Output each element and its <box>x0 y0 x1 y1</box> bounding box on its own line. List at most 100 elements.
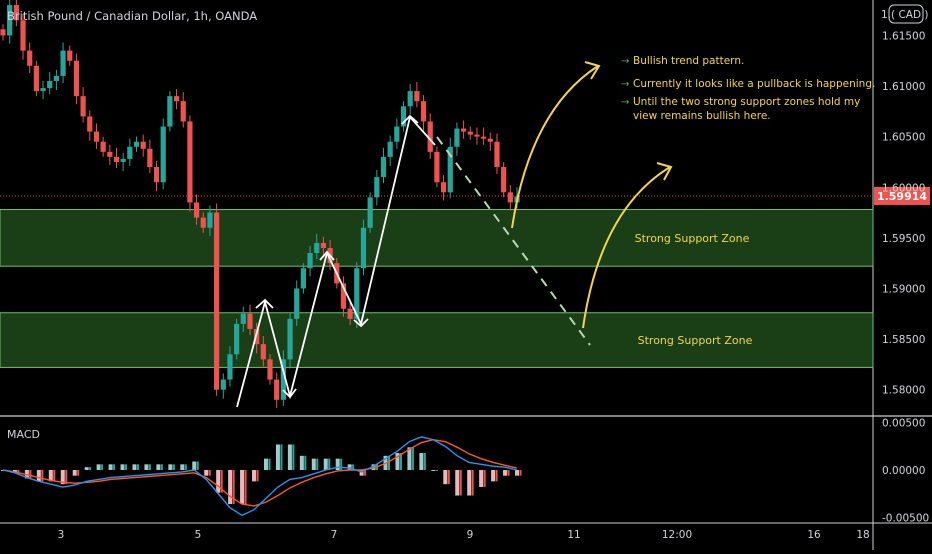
candle-body <box>467 131 473 135</box>
macd-histogram-bar <box>495 470 498 482</box>
candle-body <box>387 141 393 157</box>
arrowhead-icon <box>255 298 274 309</box>
candle-body <box>40 88 46 92</box>
candle-body <box>47 80 53 89</box>
candle-body <box>87 116 93 132</box>
candle-body <box>220 379 226 390</box>
macd-histogram-bar <box>196 461 199 470</box>
macd-histogram-bar <box>252 470 257 482</box>
note-text: Currently it looks like a pullback is ha… <box>633 78 875 90</box>
arrowhead-icon <box>319 250 335 261</box>
candle-body <box>274 379 280 400</box>
macd-histogram-bar <box>244 470 247 505</box>
current-price-badge <box>874 186 930 205</box>
macd-histogram-bar <box>435 470 438 471</box>
macd-histogram-bar <box>431 470 436 471</box>
trend-drawings <box>236 61 673 408</box>
candle-body <box>307 253 313 269</box>
candle-body <box>127 146 133 159</box>
macd-histogram-bar <box>311 458 316 470</box>
candle-body <box>207 212 213 228</box>
candle-body <box>460 128 467 132</box>
candle-body <box>227 354 233 380</box>
note-bullet-icon: → <box>621 56 629 67</box>
macd-histogram-bar <box>503 470 508 476</box>
candle-body <box>354 268 360 319</box>
macd-histogram-bar <box>479 470 484 488</box>
price-tick-label: 1.61500 <box>882 30 925 42</box>
arrowhead-icon <box>282 388 297 399</box>
candle-body <box>260 344 266 360</box>
candle-body <box>214 212 220 390</box>
macd-histogram-bar <box>220 470 223 493</box>
candle-body <box>53 75 60 81</box>
candle-body <box>420 101 427 122</box>
candle-body <box>153 167 160 183</box>
macd-histogram-bar <box>132 464 137 470</box>
macd-histogram-bar <box>459 470 462 496</box>
candle-body <box>314 242 320 254</box>
macd-histogram-bar <box>53 470 56 482</box>
macd-histogram-bar <box>228 470 233 505</box>
bullish-arrow-lower <box>582 166 671 329</box>
macd-histogram-bar <box>108 464 113 470</box>
macd-histogram-bar <box>168 464 173 470</box>
macd-histogram-bar <box>316 458 319 470</box>
date-tick-label: 11 <box>567 529 580 541</box>
candle-body <box>0 29 6 36</box>
macd-tick-label: -0.00500 <box>882 512 929 524</box>
macd-histogram-bar <box>455 470 460 496</box>
candle-body <box>180 101 186 122</box>
candle-body <box>120 158 126 162</box>
macd-panel: MACD 0.00500 0.00000 -0.00500 <box>1 418 929 524</box>
date-tick-label: 5 <box>195 529 202 541</box>
macd-histogram-bar <box>263 458 268 470</box>
candle-body <box>13 5 19 21</box>
macd-histogram-bar <box>268 458 271 470</box>
macd-histogram-bar <box>232 470 235 505</box>
macd-histogram-bar <box>359 470 364 476</box>
macd-histogram-bar <box>172 464 175 470</box>
macd-histogram-bar <box>192 461 197 470</box>
chart-title: British Pound / Canadian Dollar, 1h, OAN… <box>7 9 257 23</box>
candle-body <box>300 268 306 289</box>
candle-body <box>107 151 113 157</box>
candle-body <box>380 156 387 178</box>
macd-histogram-bar <box>256 470 259 482</box>
macd-histogram-bar <box>352 464 355 470</box>
macd-histogram-bar <box>411 447 414 470</box>
macd-histogram-bar <box>399 452 402 470</box>
support-zone-1 <box>0 209 874 267</box>
macd-histogram-bar <box>120 464 125 470</box>
macd-histogram-bar <box>304 455 307 470</box>
labels: British Pound / Canadian Dollar, 1h, OAN… <box>7 9 875 122</box>
support-zone-label: Strong Support Zone <box>638 334 753 347</box>
candle-body <box>287 318 293 360</box>
price-tick-label: 1.58500 <box>882 334 925 346</box>
macd-histogram-bar <box>299 455 304 470</box>
candle-body <box>454 128 460 147</box>
macd-histogram-bar <box>204 470 209 476</box>
macd-histogram-bar <box>216 470 221 493</box>
macd-line <box>2 436 518 517</box>
pullback-projection <box>436 136 591 346</box>
candle-body <box>140 141 146 149</box>
macd-histogram-bar <box>443 470 448 485</box>
macd-histogram-bar <box>275 444 280 470</box>
currency-badge <box>888 4 924 24</box>
macd-histogram-bar <box>208 470 211 476</box>
candle-body <box>320 242 327 248</box>
candle-body <box>33 65 39 92</box>
macd-histogram-bar <box>96 464 101 470</box>
date-tick-label: 12:00 <box>662 529 692 541</box>
candle-body <box>427 121 433 152</box>
macd-histogram-bar <box>36 470 41 482</box>
price-tick-label: 1.59000 <box>882 283 925 295</box>
candle-body <box>440 182 447 193</box>
candle-body <box>67 50 73 61</box>
candle-body <box>147 148 153 168</box>
candle-body <box>414 91 420 102</box>
